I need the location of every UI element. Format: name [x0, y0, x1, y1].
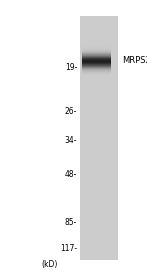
FancyBboxPatch shape	[82, 47, 111, 48]
Text: 117-: 117-	[60, 244, 77, 253]
FancyBboxPatch shape	[82, 48, 111, 49]
FancyBboxPatch shape	[82, 62, 111, 63]
FancyBboxPatch shape	[82, 66, 111, 67]
FancyBboxPatch shape	[82, 50, 111, 51]
Text: 34-: 34-	[65, 136, 77, 145]
FancyBboxPatch shape	[82, 58, 111, 59]
FancyBboxPatch shape	[82, 56, 111, 57]
FancyBboxPatch shape	[82, 53, 111, 54]
FancyBboxPatch shape	[82, 74, 111, 75]
FancyBboxPatch shape	[82, 63, 111, 64]
FancyBboxPatch shape	[82, 68, 111, 69]
Text: (kD): (kD)	[41, 260, 57, 269]
FancyBboxPatch shape	[82, 77, 111, 78]
FancyBboxPatch shape	[82, 72, 111, 73]
FancyBboxPatch shape	[82, 49, 111, 50]
FancyBboxPatch shape	[82, 64, 111, 65]
FancyBboxPatch shape	[82, 70, 111, 71]
FancyBboxPatch shape	[82, 60, 111, 61]
FancyBboxPatch shape	[82, 76, 111, 77]
FancyBboxPatch shape	[80, 16, 118, 260]
FancyBboxPatch shape	[82, 71, 111, 72]
FancyBboxPatch shape	[82, 45, 111, 46]
FancyBboxPatch shape	[82, 67, 111, 68]
Text: 85-: 85-	[65, 218, 77, 227]
FancyBboxPatch shape	[82, 75, 111, 76]
FancyBboxPatch shape	[82, 51, 111, 52]
Text: 26-: 26-	[65, 108, 77, 116]
FancyBboxPatch shape	[82, 55, 111, 56]
FancyBboxPatch shape	[82, 61, 111, 62]
Text: 48-: 48-	[65, 170, 77, 179]
FancyBboxPatch shape	[82, 73, 111, 74]
FancyBboxPatch shape	[82, 52, 111, 53]
Text: MRPS25: MRPS25	[122, 56, 147, 64]
FancyBboxPatch shape	[82, 46, 111, 47]
Text: 19-: 19-	[65, 63, 77, 72]
FancyBboxPatch shape	[82, 65, 111, 66]
FancyBboxPatch shape	[82, 69, 111, 70]
FancyBboxPatch shape	[82, 59, 111, 60]
FancyBboxPatch shape	[82, 57, 111, 58]
FancyBboxPatch shape	[82, 54, 111, 55]
